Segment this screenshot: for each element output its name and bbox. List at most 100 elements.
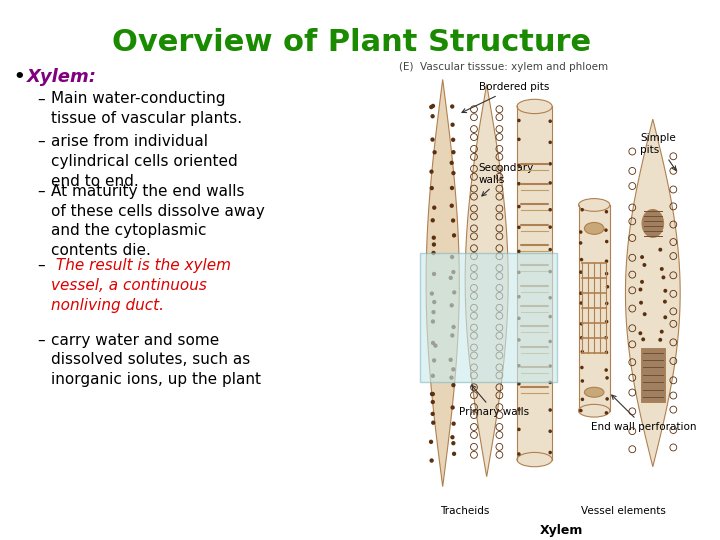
Circle shape [451, 270, 456, 274]
Text: Tracheids: Tracheids [440, 507, 490, 516]
Ellipse shape [579, 199, 610, 211]
Circle shape [605, 259, 608, 263]
Text: Secondary
walls: Secondary walls [479, 163, 534, 196]
Circle shape [605, 411, 608, 415]
Circle shape [452, 233, 456, 238]
Circle shape [431, 319, 435, 323]
Circle shape [451, 150, 456, 154]
Circle shape [549, 208, 552, 212]
Circle shape [451, 123, 455, 127]
Circle shape [640, 280, 644, 284]
Text: –: – [37, 134, 45, 149]
Text: –: – [37, 258, 45, 273]
Circle shape [658, 338, 662, 342]
Circle shape [580, 322, 583, 326]
Circle shape [451, 406, 455, 410]
Circle shape [433, 343, 438, 348]
Circle shape [452, 290, 456, 295]
Circle shape [451, 383, 456, 387]
Circle shape [580, 366, 584, 369]
Circle shape [517, 182, 521, 185]
Text: Xylem:: Xylem: [27, 68, 97, 85]
Circle shape [517, 364, 521, 368]
Circle shape [431, 400, 435, 404]
Circle shape [430, 292, 434, 296]
Circle shape [640, 255, 644, 259]
FancyBboxPatch shape [420, 253, 557, 382]
Circle shape [663, 289, 667, 293]
Text: Bordered pits: Bordered pits [462, 83, 549, 112]
Circle shape [429, 440, 433, 444]
Circle shape [658, 248, 662, 252]
Circle shape [431, 251, 436, 255]
Text: Simple
pits: Simple pits [640, 133, 676, 171]
Circle shape [449, 357, 453, 362]
Circle shape [452, 451, 456, 456]
Circle shape [606, 397, 609, 401]
Circle shape [605, 350, 608, 354]
Circle shape [580, 301, 583, 305]
Text: •: • [14, 68, 25, 85]
Circle shape [579, 271, 582, 274]
Text: End wall perforation: End wall perforation [591, 395, 697, 432]
Circle shape [606, 376, 609, 380]
Text: –: – [37, 184, 45, 199]
Circle shape [580, 397, 584, 401]
Circle shape [449, 275, 453, 280]
Circle shape [431, 411, 435, 416]
Circle shape [580, 258, 583, 261]
Circle shape [517, 295, 521, 299]
Circle shape [431, 374, 435, 378]
Circle shape [606, 285, 609, 288]
Circle shape [605, 320, 608, 323]
Circle shape [549, 140, 552, 144]
Circle shape [580, 350, 584, 354]
Circle shape [549, 364, 552, 368]
Circle shape [579, 241, 582, 245]
Circle shape [449, 204, 454, 208]
Circle shape [579, 292, 582, 295]
Circle shape [431, 218, 435, 222]
Circle shape [451, 367, 456, 372]
Circle shape [431, 114, 435, 118]
Text: arise from individual
cylindrical cells oriented
end to end.: arise from individual cylindrical cells … [51, 134, 238, 188]
Circle shape [662, 275, 665, 279]
FancyBboxPatch shape [579, 205, 610, 411]
Circle shape [604, 228, 608, 232]
Circle shape [605, 240, 608, 244]
Circle shape [429, 170, 433, 174]
Circle shape [580, 208, 584, 212]
Circle shape [431, 341, 435, 345]
Circle shape [579, 409, 582, 413]
Polygon shape [626, 119, 680, 467]
Circle shape [639, 287, 642, 292]
Circle shape [431, 235, 436, 240]
Circle shape [549, 381, 552, 384]
Text: carry water and some
dissolved solutes, such as
inorganic ions, up the plant: carry water and some dissolved solutes, … [51, 333, 261, 387]
Circle shape [431, 137, 435, 142]
FancyBboxPatch shape [641, 348, 665, 402]
Circle shape [517, 382, 521, 386]
Ellipse shape [579, 404, 610, 417]
Circle shape [431, 392, 435, 396]
Circle shape [449, 161, 454, 165]
Circle shape [517, 205, 521, 208]
Circle shape [580, 336, 583, 340]
Circle shape [517, 119, 521, 122]
Circle shape [517, 452, 521, 456]
Circle shape [639, 301, 643, 305]
Ellipse shape [585, 222, 604, 234]
Circle shape [605, 272, 608, 275]
Circle shape [517, 316, 521, 320]
Circle shape [432, 206, 436, 210]
Circle shape [549, 296, 552, 300]
Circle shape [642, 338, 645, 341]
Circle shape [430, 186, 434, 190]
Circle shape [549, 162, 552, 166]
Circle shape [605, 210, 608, 213]
Circle shape [605, 302, 608, 305]
Circle shape [451, 218, 455, 222]
Polygon shape [465, 84, 508, 477]
Text: The result is the xylem
vessel, a continuous
nonliving duct.: The result is the xylem vessel, a contin… [51, 258, 231, 313]
Polygon shape [426, 79, 459, 487]
